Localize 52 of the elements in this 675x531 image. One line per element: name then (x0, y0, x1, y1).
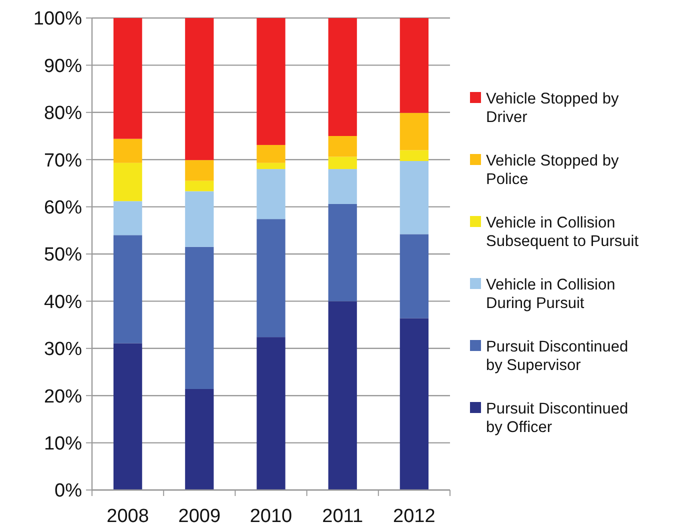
bar (256, 18, 286, 145)
y-tick-label: 10% (44, 433, 82, 454)
bar (256, 337, 286, 490)
bar (256, 219, 286, 338)
bar (328, 156, 357, 170)
x-tick-label: 2012 (393, 506, 436, 527)
legend-label: Pursuit Discontinued by Supervisor (486, 338, 628, 374)
bar (256, 144, 286, 163)
x-tick-label: 2009 (178, 506, 221, 527)
bar (185, 160, 214, 181)
y-tick-label: 70% (44, 150, 82, 172)
legend-label: Vehicle in Collision During Pursuit (486, 276, 616, 312)
bar (400, 150, 429, 162)
bar (400, 18, 429, 113)
y-tick-label: 80% (44, 103, 82, 124)
legend-label: Pursuit Discontinued by Officer (486, 400, 628, 436)
y-tick-label: 0% (54, 480, 82, 502)
bar (400, 161, 429, 234)
bar (113, 343, 142, 490)
legend-label: Vehicle Stopped by Driver (486, 90, 619, 126)
bar (328, 204, 357, 302)
bar (328, 18, 357, 136)
y-tick-label: 50% (44, 244, 82, 266)
x-tick-label: 2011 (322, 506, 364, 527)
y-tick-label: 90% (44, 56, 82, 77)
bar (113, 201, 142, 236)
bar (400, 234, 429, 318)
bar (328, 136, 357, 157)
bar (400, 318, 429, 490)
y-tick-label: 30% (44, 339, 82, 360)
y-tick-label: 100% (33, 8, 82, 30)
bar (185, 388, 214, 490)
x-tick-label: 2008 (106, 506, 149, 527)
bar (185, 18, 214, 160)
bar (400, 112, 429, 150)
bar (185, 180, 214, 192)
bar (113, 235, 142, 344)
bar (113, 138, 142, 163)
y-tick-label: 60% (44, 197, 82, 218)
y-tick-label: 40% (44, 292, 82, 313)
bar (328, 301, 357, 490)
bar (185, 246, 214, 389)
bar (328, 169, 357, 204)
bar (256, 162, 286, 170)
bar (113, 18, 142, 139)
legend-label: Vehicle Stopped by Police (486, 152, 619, 188)
bar (185, 191, 214, 247)
bar (256, 169, 286, 220)
x-tick-label: 2010 (250, 506, 292, 527)
legend-label: Vehicle in Collision Subsequent to Pursuit (486, 214, 640, 250)
bar (113, 162, 142, 202)
y-tick-label: 20% (44, 386, 82, 408)
